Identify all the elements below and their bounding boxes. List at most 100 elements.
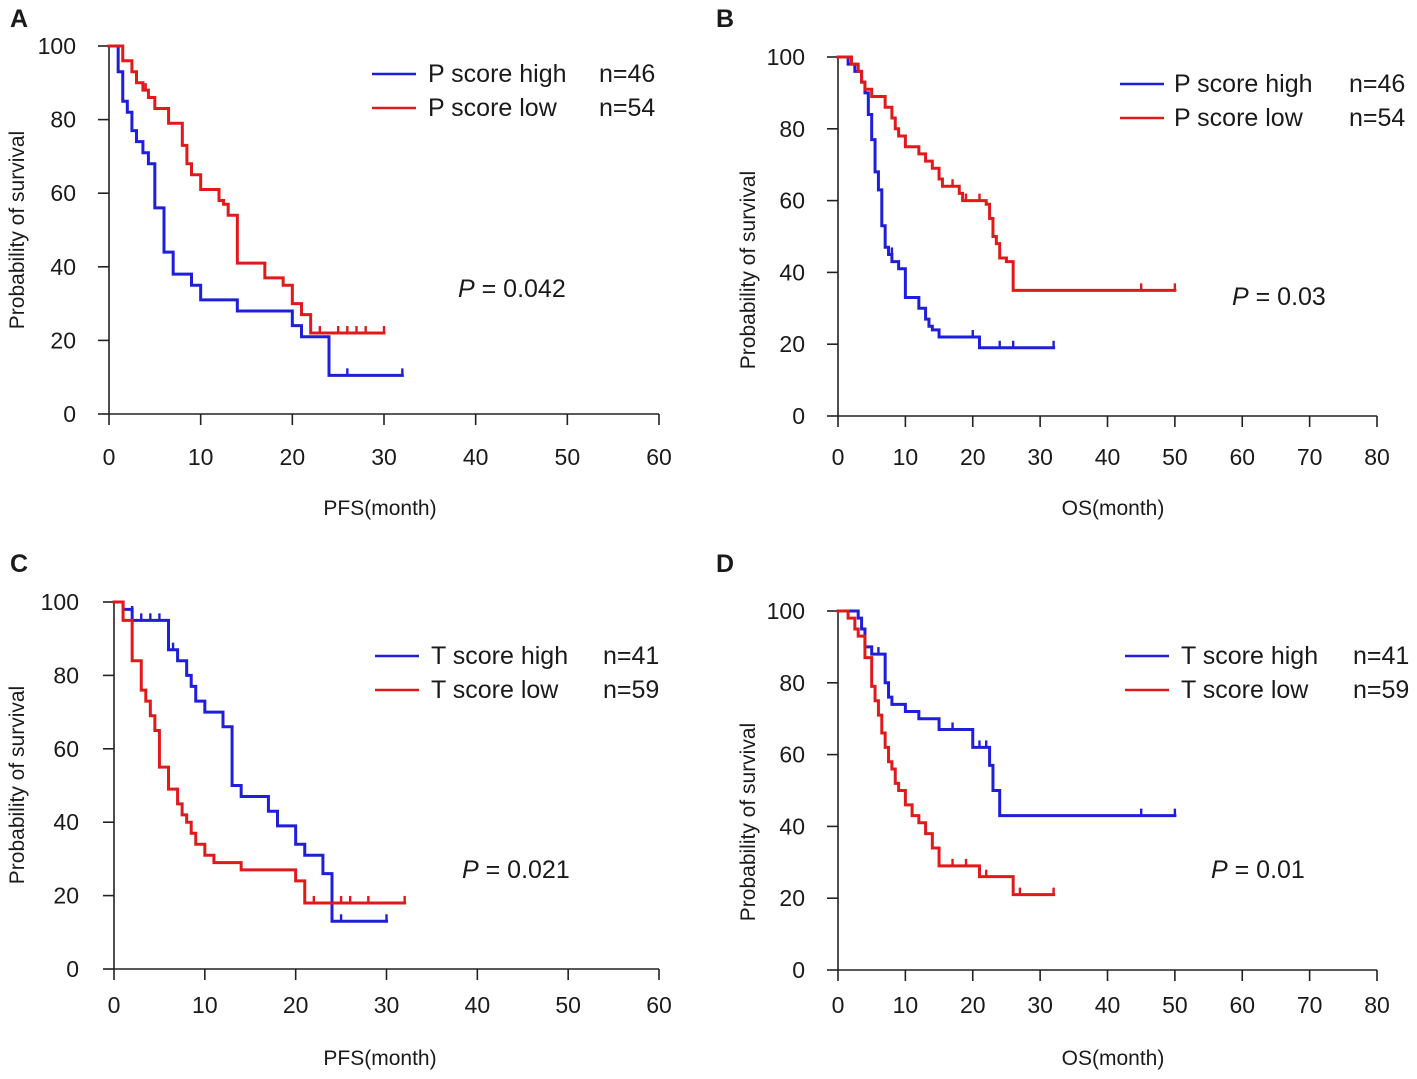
panel-letter: C [10, 550, 28, 578]
x-tick-label: 10 [188, 444, 214, 470]
y-tick-label: 100 [38, 33, 76, 59]
x-axis-title: OS(month) [1062, 497, 1165, 520]
x-tick-label: 10 [893, 992, 919, 1018]
legend-label: T score low [431, 676, 559, 704]
legend-label: T score high [431, 642, 568, 670]
p-value: = 0.03 [1249, 283, 1326, 311]
x-axis-title: PFS(month) [323, 497, 436, 520]
x-tick-label: 0 [108, 992, 121, 1018]
y-tick-label: 100 [767, 44, 805, 70]
panel-d: D 0 20 40 60 80 100 0 10 20 30 40 50 60 70 80 OS(month) P… [716, 550, 1409, 1070]
y-tick-label: 100 [41, 589, 79, 615]
y-tick-label: 0 [63, 401, 76, 427]
legend-n: n=54 [599, 94, 655, 122]
x-tick-label: 30 [1027, 992, 1053, 1018]
y-tick-label: 40 [779, 813, 805, 839]
p-value: = 0.021 [479, 856, 570, 884]
y-tick-label: 80 [53, 662, 79, 688]
y-tick-label: 40 [779, 259, 805, 285]
legend-label: T score high [1181, 642, 1318, 670]
x-tick-label: 40 [1095, 992, 1121, 1018]
panel-letter: D [716, 550, 734, 578]
y-tick-label: 60 [50, 180, 76, 206]
x-tick-label: 30 [1027, 444, 1053, 470]
p-value: = 0.01 [1228, 856, 1305, 884]
legend-label: P score low [1174, 104, 1304, 132]
x-tick-label: 30 [374, 992, 400, 1018]
x-axis-title: PFS(month) [323, 1047, 436, 1070]
y-tick-label: 60 [779, 742, 805, 768]
x-tick-label: 20 [960, 992, 986, 1018]
legend-label: P score high [428, 60, 567, 88]
panel-a: A 0 20 40 60 80 100 0 10 20 30 40 50 60 PFS(month) Prob… [6, 5, 672, 520]
x-tick-label: 70 [1297, 992, 1323, 1018]
y-tick-label: 20 [779, 885, 805, 911]
p-symbol: P [1232, 283, 1249, 311]
survival-curve-low [836, 609, 1056, 897]
legend-n: n=59 [1353, 676, 1409, 704]
legend-n: n=41 [603, 642, 659, 670]
x-tick-label: 40 [1095, 444, 1121, 470]
y-axis-title: Probability of survival [6, 131, 29, 329]
legend-n: n=59 [603, 676, 659, 704]
y-axis-title: Probability of survival [737, 723, 760, 921]
survival-curve-high [836, 609, 1177, 818]
p-symbol: P [1211, 856, 1228, 884]
legend-label: P score high [1174, 70, 1313, 98]
x-tick-label: 0 [832, 444, 845, 470]
x-tick-label: 60 [646, 992, 672, 1018]
survival-curve-high [112, 600, 388, 923]
x-tick-label: 30 [371, 444, 397, 470]
p-value-annotation: P = 0.021 [462, 856, 570, 884]
x-tick-label: 20 [283, 992, 309, 1018]
x-tick-label: 60 [1229, 992, 1255, 1018]
y-tick-label: 60 [53, 736, 79, 762]
y-tick-label: 80 [50, 107, 76, 133]
legend-n: n=46 [599, 60, 655, 88]
x-tick-label: 0 [832, 992, 845, 1018]
x-tick-label: 0 [103, 444, 116, 470]
survival-curve-high [107, 44, 404, 377]
x-tick-label: 10 [893, 444, 919, 470]
y-tick-label: 20 [53, 883, 79, 909]
x-tick-label: 60 [1229, 444, 1255, 470]
survival-curve-low [107, 44, 386, 335]
x-tick-label: 70 [1297, 444, 1323, 470]
p-value-annotation: P = 0.01 [1211, 856, 1305, 884]
x-tick-label: 40 [463, 444, 489, 470]
legend-n: n=46 [1349, 70, 1405, 98]
x-tick-label: 80 [1364, 444, 1390, 470]
y-tick-label: 0 [792, 403, 805, 429]
survival-curve-high [836, 55, 1056, 350]
x-tick-label: 50 [555, 444, 581, 470]
y-tick-label: 40 [50, 254, 76, 280]
y-tick-label: 80 [779, 670, 805, 696]
y-tick-label: 0 [66, 956, 79, 982]
y-axis-title: Probability of survival [737, 171, 760, 369]
p-symbol: P [458, 275, 475, 303]
legend-n: n=54 [1349, 104, 1405, 132]
p-value-annotation: P = 0.042 [458, 275, 566, 303]
y-tick-label: 60 [779, 188, 805, 214]
panel-letter: B [716, 5, 734, 33]
y-tick-label: 100 [767, 598, 805, 624]
y-tick-label: 0 [792, 957, 805, 983]
survival-curve-low [112, 600, 407, 905]
legend-label: P score low [428, 94, 558, 122]
x-axis-title: OS(month) [1062, 1047, 1165, 1070]
y-axis-title: Probability of survival [6, 686, 29, 884]
x-tick-label: 50 [1162, 444, 1188, 470]
survival-curve-low [836, 55, 1177, 292]
x-tick-label: 60 [646, 444, 672, 470]
panel-b: B 0 20 40 60 80 100 0 10 20 30 40 50 60 70 80 OS(month) P… [716, 5, 1405, 520]
x-tick-label: 20 [960, 444, 986, 470]
x-tick-label: 80 [1364, 992, 1390, 1018]
y-tick-label: 40 [53, 809, 79, 835]
panel-letter: A [10, 5, 28, 33]
legend-n: n=41 [1353, 642, 1409, 670]
x-tick-label: 50 [1162, 992, 1188, 1018]
p-symbol: P [462, 856, 479, 884]
x-tick-label: 20 [280, 444, 306, 470]
x-tick-label: 40 [465, 992, 491, 1018]
